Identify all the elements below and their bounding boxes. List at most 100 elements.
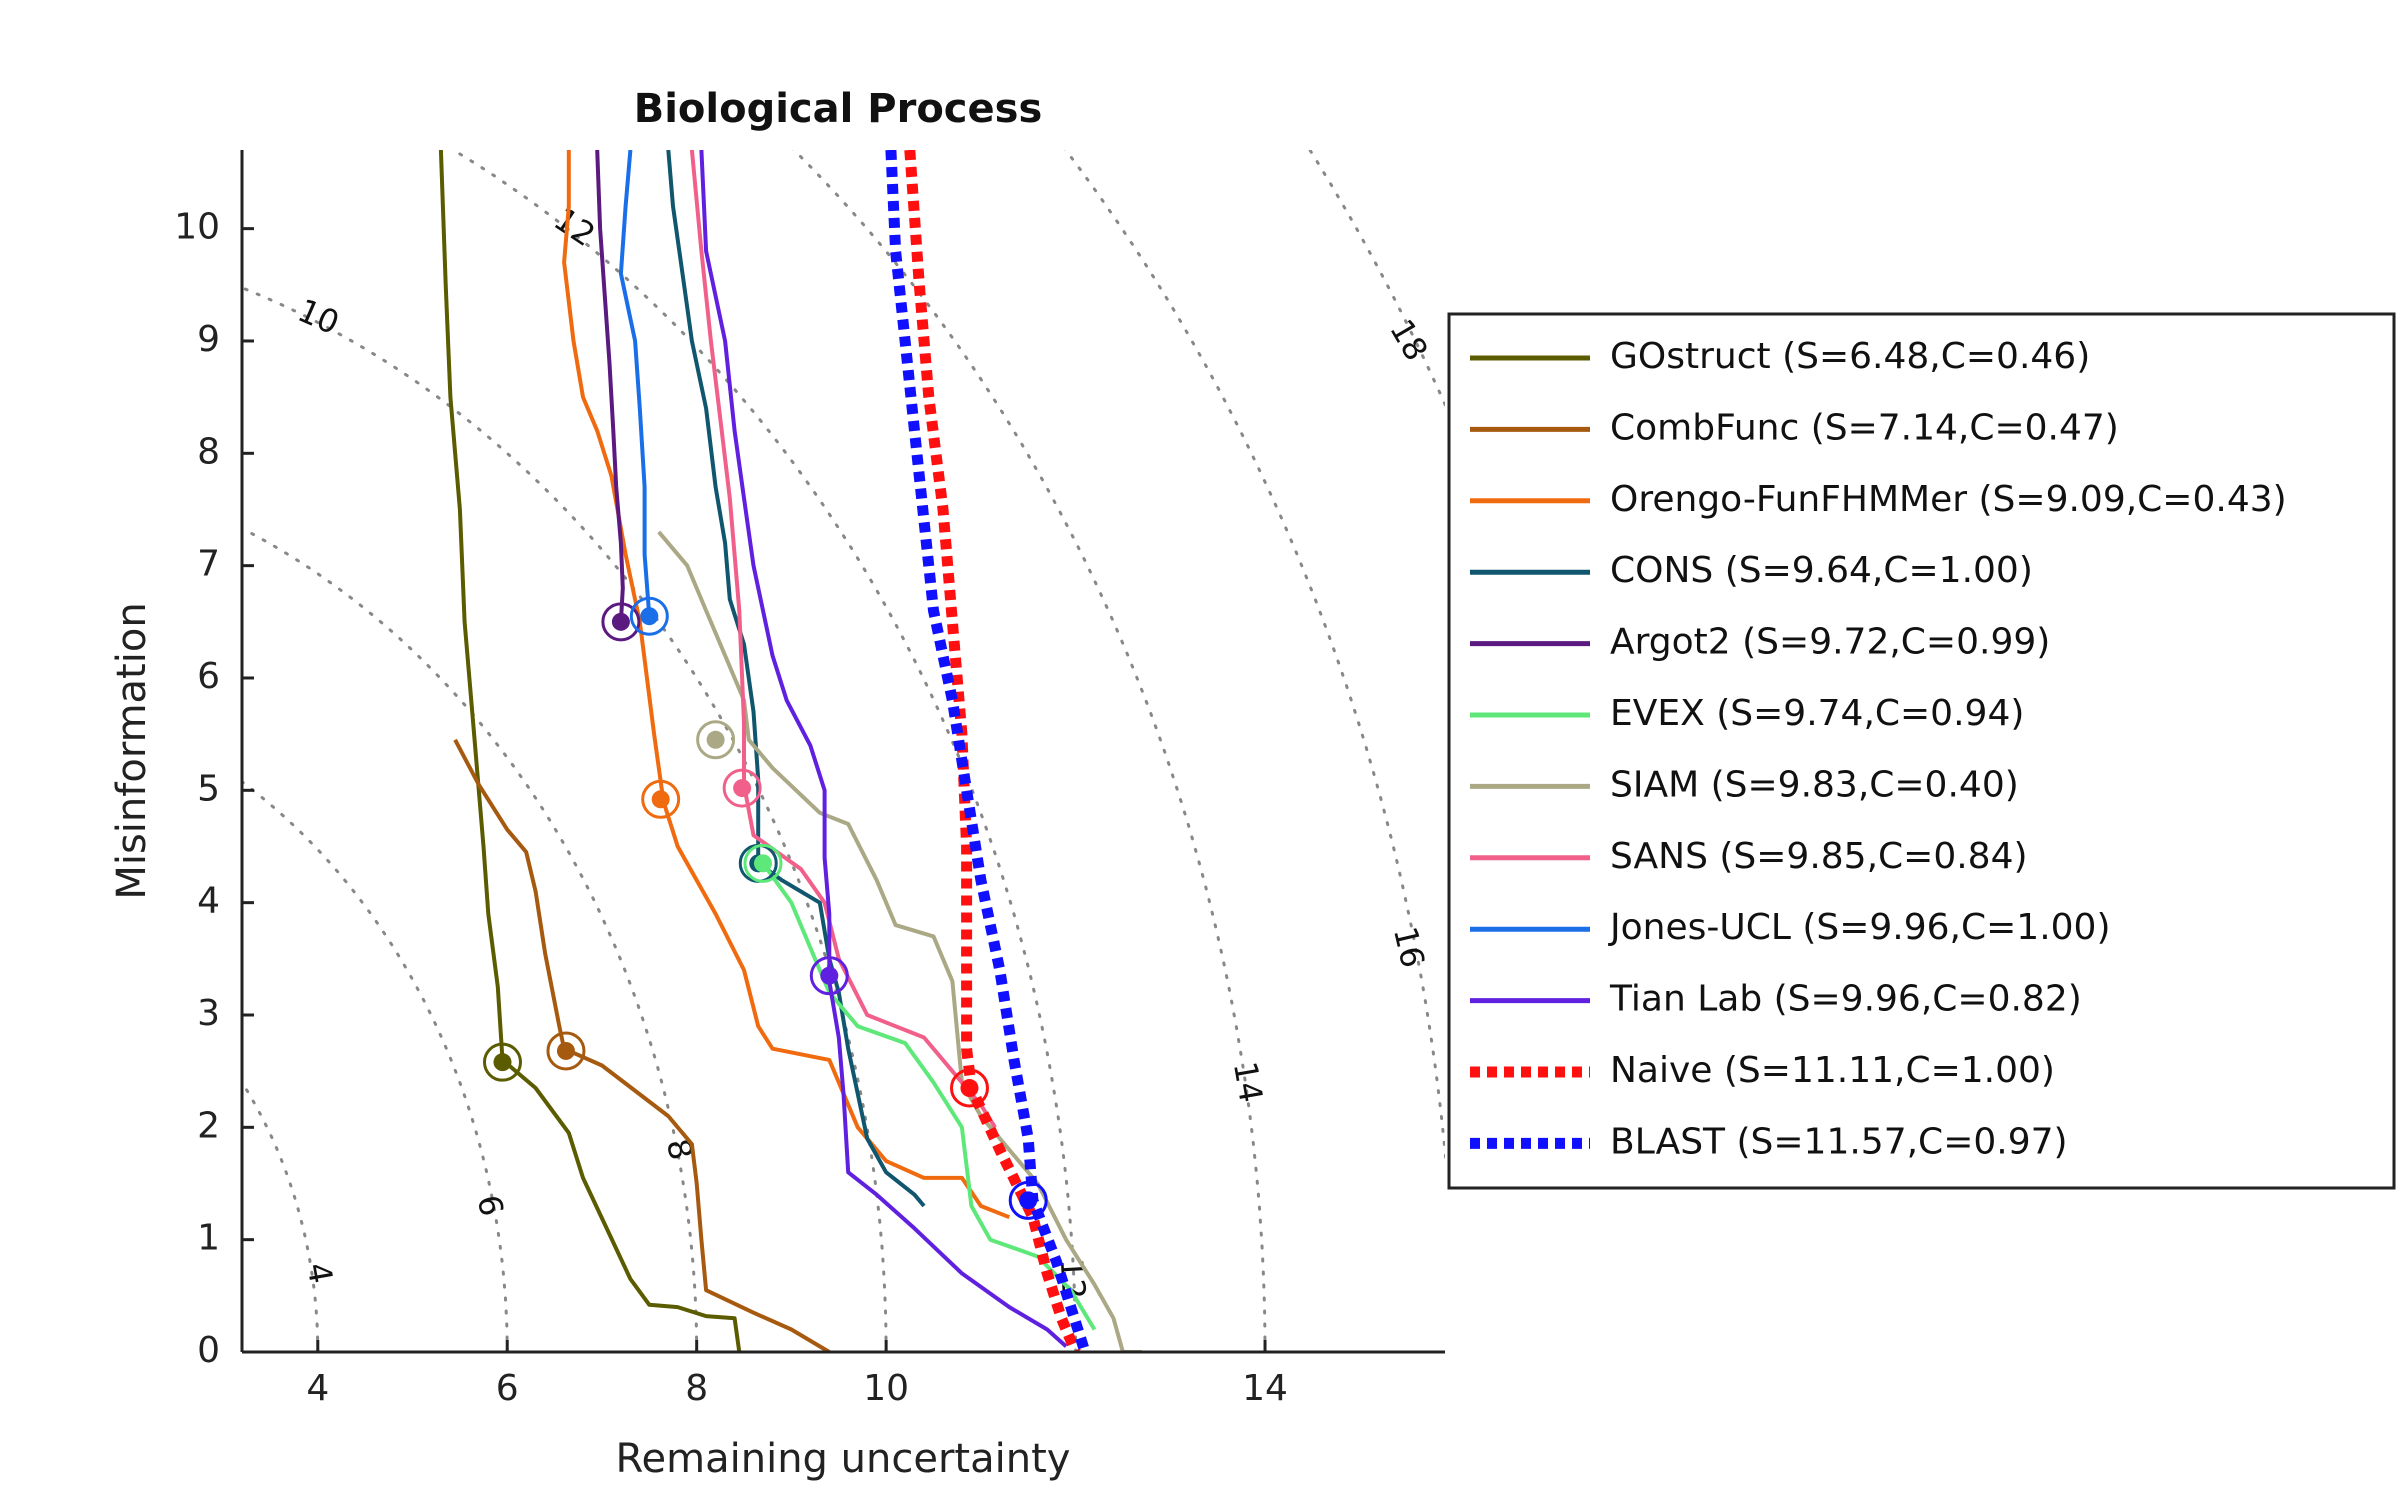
legend-entry-evex: EVEX (S=9.74,C=0.94) bbox=[1470, 693, 2024, 734]
legend-label-cons: CONS (S=9.64,C=1.00) bbox=[1610, 550, 2033, 591]
x-axis-label: Remaining uncertainty bbox=[616, 1436, 1071, 1482]
series-marker-siam bbox=[696, 720, 736, 760]
series-line-blast bbox=[885, 150, 1091, 1352]
marker-ring-combfunc bbox=[546, 1031, 586, 1071]
series-line-tian-lab bbox=[699, 150, 1068, 1348]
contour-label-12-4: 12 bbox=[547, 200, 602, 254]
marker-dot-blast bbox=[1019, 1191, 1038, 1210]
contour-18 bbox=[1308, 150, 1445, 408]
legend-entry-naive: Naive (S=11.11,C=1.00) bbox=[1470, 1050, 2055, 1091]
marker-ring-blast bbox=[1008, 1180, 1048, 1220]
legend-label-jones-ucl: Jones-UCL (S=9.96,C=1.00) bbox=[1608, 907, 2111, 948]
legend-entry-blast: BLAST (S=11.57,C=0.97) bbox=[1470, 1121, 2068, 1162]
marker-ring-siam bbox=[696, 720, 736, 760]
contour-label-18-8: 18 bbox=[1382, 313, 1435, 367]
legend-entry-cons: CONS (S=9.64,C=1.00) bbox=[1470, 550, 2033, 591]
marker-dot-orengo-funfhmmer bbox=[651, 790, 670, 809]
x-tick-label-8: 8 bbox=[685, 1368, 708, 1409]
legend-label-sans: SANS (S=9.85,C=0.84) bbox=[1610, 836, 2028, 877]
marker-ring-tian-lab bbox=[809, 956, 849, 996]
series-line-sans bbox=[689, 150, 997, 1129]
series-line-argot2 bbox=[595, 150, 625, 622]
y-tick-label-7: 7 bbox=[197, 544, 220, 585]
contour-10 bbox=[242, 286, 888, 1352]
tick-labels: 4 6 8 10 14 0 1 2 3 4 5 6 7 8 9 10 bbox=[174, 207, 1288, 1409]
y-tick-label-8: 8 bbox=[197, 431, 220, 472]
axes bbox=[240, 150, 1445, 1354]
y-tick-label-4: 4 bbox=[197, 881, 220, 922]
legend-entry-gostruct: GOstruct (S=6.48,C=0.46) bbox=[1470, 336, 2090, 377]
legend-label-evex: EVEX (S=9.74,C=0.94) bbox=[1610, 693, 2024, 734]
legend-entry-combfunc: CombFunc (S=7.14,C=0.47) bbox=[1470, 407, 2119, 448]
legend-label-blast: BLAST (S=11.57,C=0.97) bbox=[1610, 1121, 2068, 1162]
contour-label-4-0: 4 bbox=[299, 1260, 340, 1287]
chart-title: Biological Process bbox=[634, 86, 1043, 132]
contour-14 bbox=[791, 150, 1267, 1352]
series-line-jones-ucl bbox=[618, 150, 652, 617]
x-tick-label-6: 6 bbox=[496, 1368, 519, 1409]
contour-label-10-3: 10 bbox=[292, 291, 344, 342]
contour-label-14-6: 14 bbox=[1226, 1059, 1270, 1106]
marker-ring-naive bbox=[949, 1068, 989, 1108]
contour-4 bbox=[242, 1079, 320, 1352]
series-markers bbox=[482, 596, 1048, 1220]
series-marker-tian-lab bbox=[809, 956, 849, 996]
series-marker-blast bbox=[1008, 1180, 1048, 1220]
contour-16 bbox=[1063, 150, 1445, 1168]
legend-label-naive: Naive (S=11.11,C=1.00) bbox=[1610, 1050, 2055, 1091]
y-tick-label-2: 2 bbox=[197, 1105, 220, 1146]
y-tick-label-1: 1 bbox=[197, 1218, 220, 1259]
legend-entry-jones-ucl: Jones-UCL (S=9.96,C=1.00) bbox=[1470, 907, 2111, 948]
marker-ring-sans bbox=[722, 768, 762, 808]
series-line-orengo-funfhmmer bbox=[562, 150, 1011, 1220]
contour-label-16-7: 16 bbox=[1386, 923, 1432, 971]
y-tick-label-9: 9 bbox=[197, 319, 220, 360]
marker-ring-evex bbox=[743, 843, 783, 883]
y-axis-label: Misinformation bbox=[109, 602, 155, 899]
uncertainty-contours bbox=[242, 150, 1445, 1352]
marker-dot-sans bbox=[733, 779, 752, 798]
marker-dot-siam bbox=[706, 730, 725, 749]
y-tick-label-5: 5 bbox=[197, 768, 220, 809]
series-line-siam bbox=[657, 530, 1142, 1352]
legend-label-orengo-funfhmmer: Orengo-FunFHMMer (S=9.09,C=0.43) bbox=[1610, 479, 2287, 520]
series-line-cons bbox=[666, 150, 926, 1208]
series-marker-naive bbox=[949, 1068, 989, 1108]
y-tick-label-3: 3 bbox=[197, 993, 220, 1034]
series-marker-orengo-funfhmmer bbox=[641, 779, 681, 819]
series-marker-combfunc bbox=[546, 1031, 586, 1071]
marker-dot-naive bbox=[960, 1079, 979, 1098]
legend-entry-argot2: Argot2 (S=9.72,C=0.99) bbox=[1470, 622, 2050, 663]
marker-ring-orengo-funfhmmer bbox=[641, 779, 681, 819]
marker-ring-jones-ucl bbox=[629, 596, 669, 636]
legend-label-siam: SIAM (S=9.83,C=0.40) bbox=[1610, 764, 2019, 805]
contour-12 bbox=[450, 150, 1078, 1352]
legend-entry-orengo-funfhmmer: Orengo-FunFHMMer (S=9.09,C=0.43) bbox=[1470, 479, 2287, 520]
series-marker-argot2 bbox=[601, 602, 641, 642]
marker-dot-jones-ucl bbox=[640, 607, 659, 626]
legend: GOstruct (S=6.48,C=0.46) CombFunc (S=7.14… bbox=[1447, 312, 2396, 1190]
legend-box bbox=[1447, 312, 2396, 1190]
y-tick-label-0: 0 bbox=[197, 1330, 220, 1371]
x-tick-label-14: 14 bbox=[1242, 1368, 1288, 1409]
x-tick-label-10: 10 bbox=[863, 1368, 909, 1409]
marker-ring-argot2 bbox=[601, 602, 641, 642]
legend-entry-siam: SIAM (S=9.83,C=0.40) bbox=[1470, 764, 2019, 805]
x-tick-label-4: 4 bbox=[306, 1368, 329, 1409]
series-line-combfunc bbox=[453, 738, 831, 1352]
legend-label-argot2: Argot2 (S=9.72,C=0.99) bbox=[1610, 622, 2050, 663]
series-marker-jones-ucl bbox=[629, 596, 669, 636]
series-line-naive bbox=[904, 150, 1081, 1352]
contour-label-6-1: 6 bbox=[470, 1191, 512, 1219]
legend-label-gostruct: GOstruct (S=6.48,C=0.46) bbox=[1610, 336, 2090, 377]
marker-dot-gostruct bbox=[493, 1053, 512, 1072]
contour-8 bbox=[242, 526, 699, 1352]
series-marker-gostruct bbox=[482, 1042, 522, 1082]
marker-dot-argot2 bbox=[611, 612, 630, 631]
series-marker-sans bbox=[722, 768, 762, 808]
legend-label-tian-lab: Tian Lab (S=9.96,C=0.82) bbox=[1609, 979, 2082, 1020]
legend-entry-tian-lab: Tian Lab (S=9.96,C=0.82) bbox=[1470, 979, 2082, 1020]
marker-dot-evex bbox=[753, 854, 772, 873]
y-tick-label-10: 10 bbox=[174, 207, 220, 248]
